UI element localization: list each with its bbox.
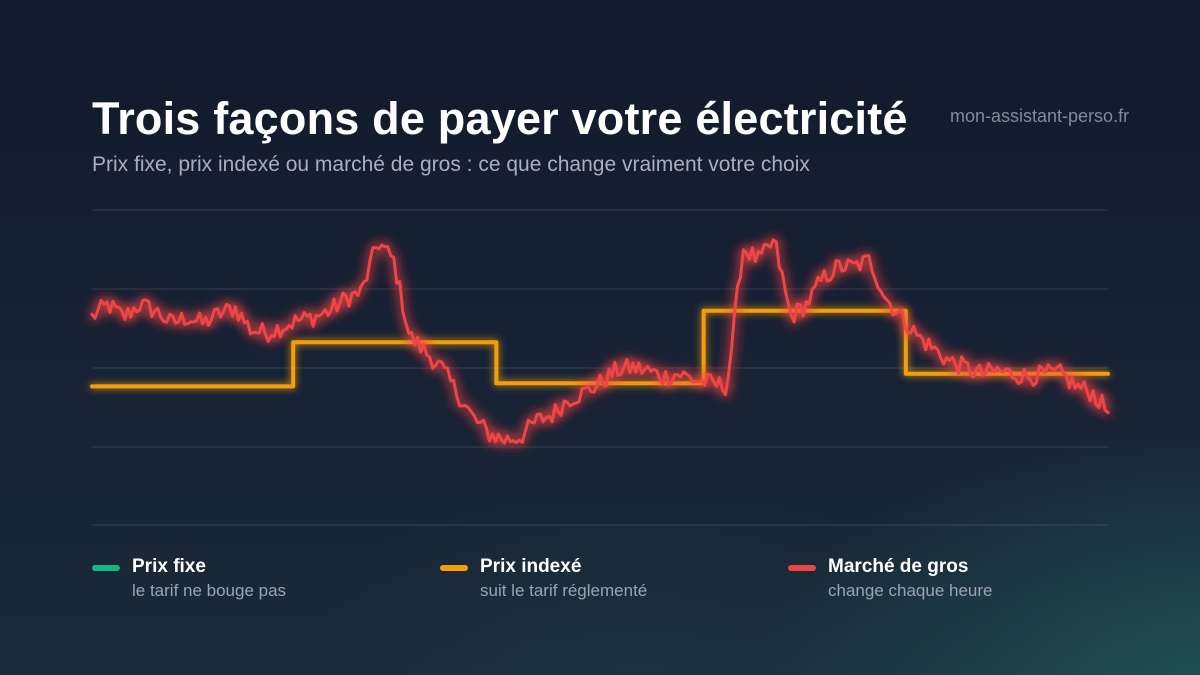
legend-desc: suit le tarif réglementé: [480, 581, 648, 600]
series-prix-indexe-line: [90, 308, 1110, 389]
legend-desc: change chaque heure: [828, 581, 993, 600]
site-url: mon-assistant-perso.fr: [950, 106, 1130, 126]
legend-desc: le tarif ne bouge pas: [132, 581, 287, 600]
legend-name: Prix indexé: [480, 556, 582, 577]
legend-swatch-marche-de-gros: [788, 565, 816, 571]
series-marche-de-gros-line: [90, 238, 1110, 445]
legend-name: Marché de gros: [828, 556, 969, 577]
legend-name: Prix fixe: [132, 556, 206, 577]
page-title: Trois façons de payer votre électricité: [92, 93, 908, 144]
legend-swatch-prix-indexe: [440, 565, 468, 571]
page-subtitle: Prix fixe, prix indexé ou marché de gros…: [92, 153, 810, 176]
legend-swatch-prix-fixe: [92, 565, 120, 571]
